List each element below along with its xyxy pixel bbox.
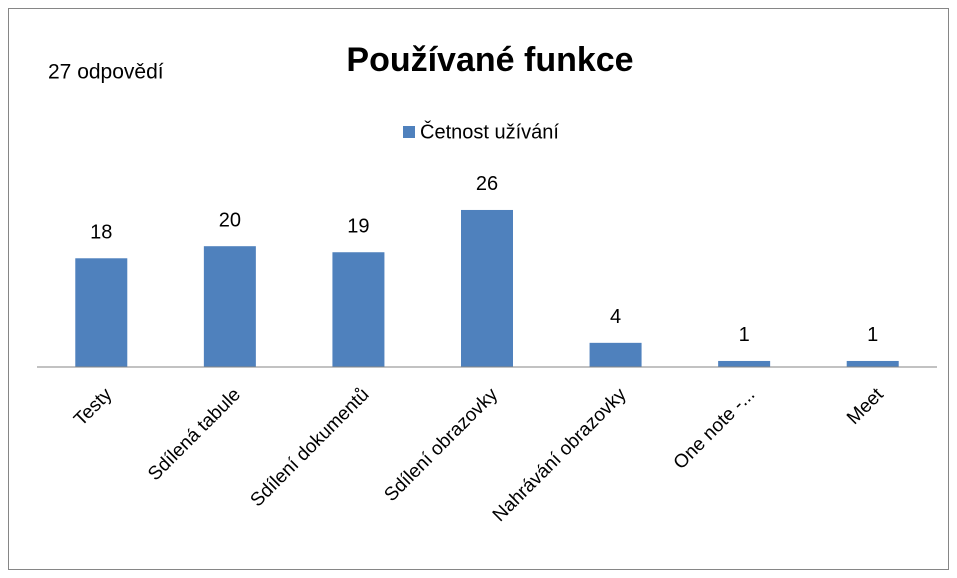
data-label: 1 xyxy=(739,324,750,346)
data-label: 26 xyxy=(476,173,498,195)
annotation: 27 odpovědí xyxy=(48,61,164,84)
bar xyxy=(718,360,771,367)
bar xyxy=(332,252,385,367)
bar xyxy=(75,258,128,367)
bar xyxy=(846,360,899,367)
legend-label: Četnost užívání xyxy=(420,120,559,143)
data-label: 18 xyxy=(90,222,112,244)
chart-title: Používané funkce xyxy=(346,41,633,79)
bar xyxy=(203,246,256,367)
legend-swatch xyxy=(403,126,415,138)
data-label: 1 xyxy=(867,324,878,346)
data-label: 4 xyxy=(610,306,621,328)
data-label: 19 xyxy=(347,216,369,238)
bar xyxy=(461,209,513,367)
bar xyxy=(589,342,642,367)
data-label: 20 xyxy=(219,209,241,231)
